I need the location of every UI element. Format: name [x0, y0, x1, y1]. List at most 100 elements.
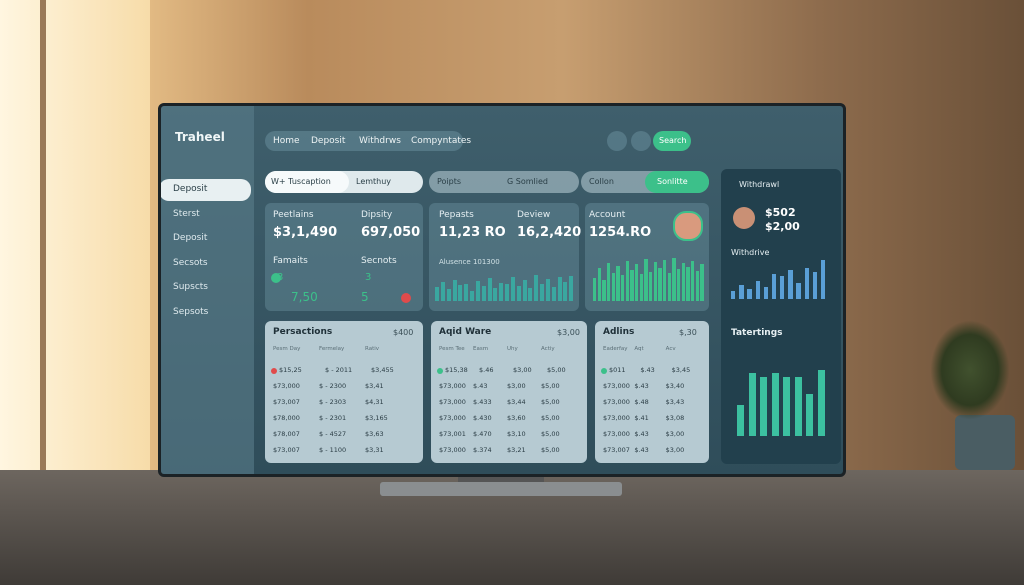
nav-item[interactable]: Compyntates: [411, 136, 472, 146]
bar: [470, 290, 475, 301]
sidebar-item[interactable]: Deposit: [173, 184, 208, 194]
sidebar-item[interactable]: Sterst: [173, 208, 200, 219]
table-total: $,30: [679, 328, 697, 337]
chart-title: Tatertings: [731, 328, 783, 338]
stat-label: Peetlains: [273, 210, 314, 220]
bar: [644, 258, 648, 301]
table-cell: $73,000: [439, 414, 466, 422]
table-cell: $.43: [634, 430, 649, 438]
avatar: [733, 207, 755, 229]
bar: [783, 376, 791, 436]
table: [265, 321, 423, 463]
tab[interactable]: G Somlied: [507, 177, 548, 186]
table-cell: Pesm Tee: [439, 346, 465, 352]
icon-button[interactable]: [607, 131, 627, 151]
table-cell: $73,007: [273, 398, 300, 406]
table-cell: $3,44: [507, 398, 526, 406]
table-cell: $73,007: [273, 446, 300, 454]
table-cell: $5,00: [541, 430, 560, 438]
nav-group: [265, 131, 463, 151]
table-cell: $15,25: [279, 366, 302, 374]
bar: [658, 268, 662, 301]
nav-item[interactable]: Deposit: [311, 136, 346, 146]
table-cell: $73,007: [603, 446, 630, 454]
table-cell: $5,00: [541, 446, 560, 454]
table-cell: $3,43: [665, 398, 685, 406]
monitor-stand: [380, 482, 622, 496]
bar: [630, 270, 634, 301]
tab[interactable]: Collon: [589, 177, 614, 186]
bar: [817, 369, 825, 436]
table-cell: $.433: [473, 398, 492, 406]
chart-title: Alusence 101300: [439, 258, 500, 266]
table-cell: $73,000: [603, 430, 630, 438]
chart-title: Withdrive: [731, 248, 770, 257]
bar: [788, 270, 793, 299]
sidebar-item[interactable]: Sepsots: [173, 306, 209, 317]
bar: [691, 260, 695, 301]
table-cell: $78,007: [273, 430, 300, 438]
table-title: Aqid Ware: [439, 327, 492, 337]
bar: [794, 376, 802, 436]
table-cell: $3,31: [365, 446, 384, 454]
search-label[interactable]: Search: [659, 136, 687, 145]
table-cell: $ - 2303: [319, 398, 347, 406]
table-cell: Eaderfay: [603, 346, 628, 352]
bar: [602, 279, 606, 301]
stat-label: Dipsity: [361, 210, 393, 220]
bar: [739, 284, 744, 299]
tab[interactable]: W+ Tuscaption: [271, 177, 331, 186]
bar: [458, 285, 463, 301]
dashboard: Traheel Deposit Sterst Deposit Secsots Supsct…: [158, 103, 846, 477]
bar: [563, 281, 568, 301]
bar: [625, 261, 629, 301]
table-cell: $5,00: [541, 414, 560, 422]
panel-title: Withdrawl: [739, 180, 780, 189]
tab[interactable]: Lemthuy: [356, 177, 392, 186]
table-cell: $5,00: [547, 366, 566, 374]
table-cell: $5,00: [541, 398, 560, 406]
table-cell: $73,000: [273, 382, 300, 390]
table-cell: $3,60: [507, 414, 526, 422]
table-cell: Uhy: [507, 346, 518, 352]
stat-value: 16,2,420: [517, 225, 582, 240]
tab[interactable]: Poipts: [437, 177, 462, 186]
bar: [780, 276, 785, 299]
nav-item[interactable]: Withdrws: [359, 136, 401, 146]
table-cell: $.470: [473, 430, 492, 438]
bar: [760, 376, 768, 436]
sidebar-item[interactable]: Deposit: [173, 233, 208, 243]
bar: [771, 373, 779, 436]
table-title: Persactions: [273, 327, 333, 337]
tab[interactable]: Sonlitte: [657, 177, 688, 186]
stat-label: Account: [589, 210, 626, 220]
window-frame: [40, 0, 46, 470]
icon-button[interactable]: [631, 131, 651, 151]
table-cell: $3,41: [365, 382, 384, 390]
table-cell: $73,000: [603, 414, 630, 422]
bar: [464, 283, 469, 301]
window: [0, 0, 150, 470]
sidebar-item[interactable]: Secsots: [173, 257, 208, 268]
sidebar-item[interactable]: Supscts: [173, 282, 208, 292]
table-cell: Pesm Day: [273, 346, 301, 352]
table-cell: $3,00: [665, 430, 685, 438]
table-cell: Actiy: [541, 346, 555, 352]
search-button[interactable]: [653, 131, 691, 151]
status-dot: [401, 293, 411, 303]
status-dot: [271, 273, 281, 283]
bar: [435, 287, 440, 301]
table-cell: $15,38: [445, 366, 468, 374]
table-cell: $3,45: [671, 366, 691, 374]
table-cell: $3,00: [665, 446, 685, 454]
table-cell: $ - 2300: [319, 382, 347, 390]
plant: [930, 320, 1010, 420]
stat-value: 697,050: [361, 225, 421, 240]
table-total: $3,00: [557, 328, 580, 337]
nav-item[interactable]: Home: [273, 136, 300, 146]
table-cell: $ - 1100: [319, 446, 347, 454]
table-cell: $.46: [479, 366, 494, 374]
bar: [796, 282, 801, 299]
stat-value: $3,1,490: [273, 225, 338, 240]
bar: [621, 275, 625, 301]
